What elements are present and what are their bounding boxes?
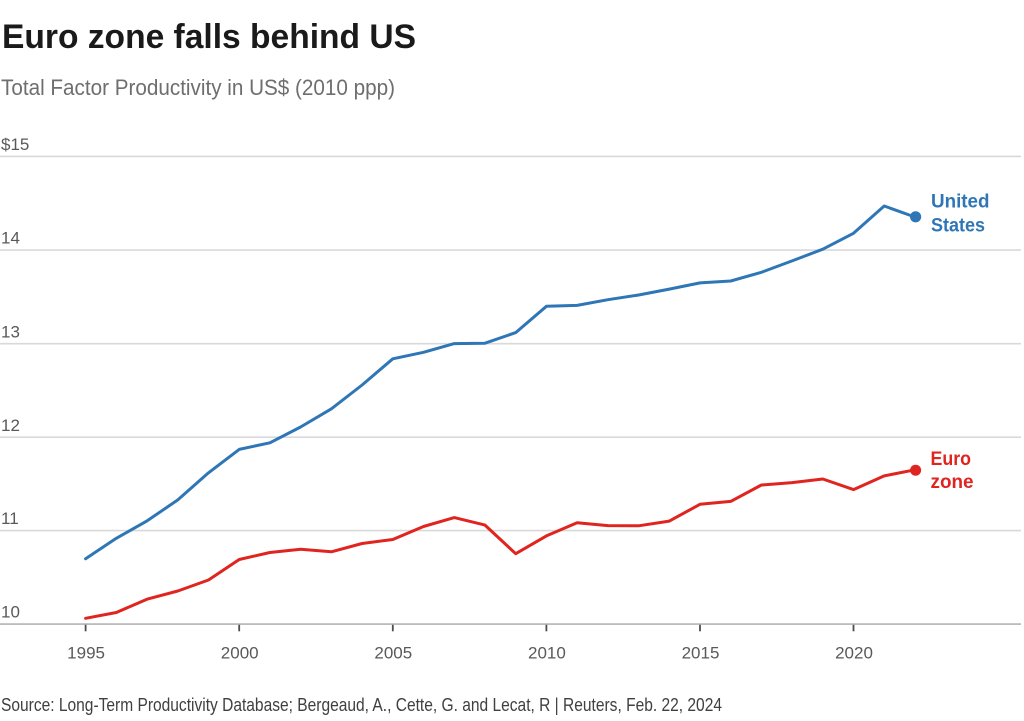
svg-text:United: United: [931, 191, 990, 213]
svg-text:$15: $15: [1, 135, 29, 154]
svg-text:14: 14: [1, 229, 20, 248]
svg-text:2010: 2010: [528, 644, 566, 663]
svg-text:11: 11: [1, 509, 19, 528]
svg-text:2005: 2005: [374, 644, 412, 663]
svg-text:10: 10: [1, 603, 20, 622]
svg-text:States: States: [931, 214, 985, 236]
svg-text:2015: 2015: [682, 644, 720, 663]
svg-text:2020: 2020: [835, 644, 873, 663]
svg-text:Source: Long-Term Productivity: Source: Long-Term Productivity Database;…: [1, 695, 722, 715]
svg-text:Euro zone falls behind US: Euro zone falls behind US: [2, 18, 416, 56]
svg-text:Total Factor Productivity in U: Total Factor Productivity in US$ (2010 p…: [1, 75, 395, 100]
svg-text:2000: 2000: [221, 644, 259, 663]
svg-text:13: 13: [1, 322, 20, 341]
svg-text:1995: 1995: [67, 644, 105, 663]
svg-text:Euro: Euro: [931, 448, 972, 470]
svg-text:zone: zone: [931, 471, 974, 493]
svg-text:12: 12: [1, 416, 20, 435]
